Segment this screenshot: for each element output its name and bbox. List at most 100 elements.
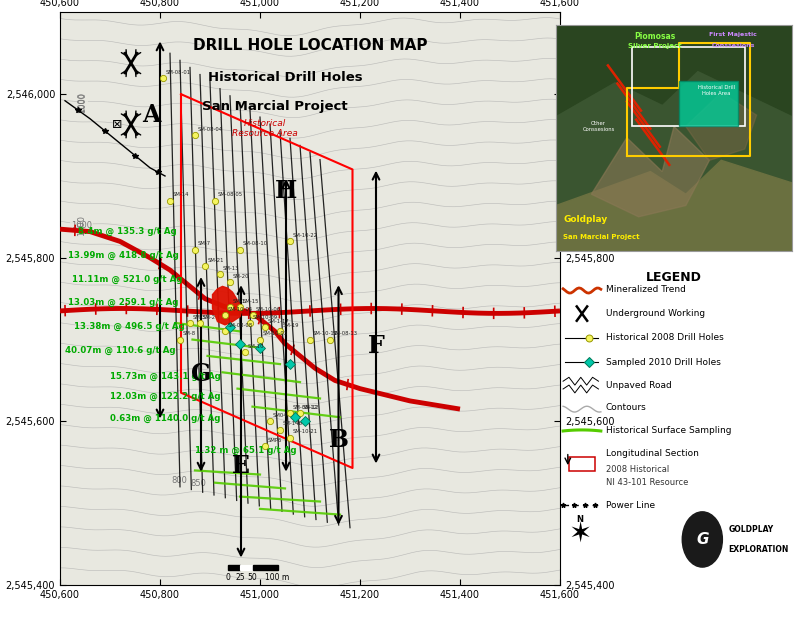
- Text: Underground Working: Underground Working: [606, 309, 705, 318]
- Text: SM-10-03: SM-10-03: [263, 331, 288, 336]
- Text: 2008 Historical: 2008 Historical: [606, 465, 669, 474]
- Text: 40.07m @ 110.6 g/t Ag: 40.07m @ 110.6 g/t Ag: [65, 345, 175, 355]
- Text: SM-8: SM-8: [183, 331, 196, 336]
- Text: H: H: [275, 179, 298, 202]
- Text: Longitudinal Section: Longitudinal Section: [606, 449, 698, 458]
- Text: Mineralized Trend: Mineralized Trend: [606, 285, 686, 294]
- Text: Goldplay: Goldplay: [563, 215, 607, 223]
- Circle shape: [682, 512, 722, 567]
- Text: Historical Drill Holes: Historical Drill Holes: [208, 71, 362, 84]
- Text: SM04: SM04: [273, 413, 288, 418]
- Text: 13.99m @ 418.8 g/t Ag: 13.99m @ 418.8 g/t Ag: [67, 251, 178, 260]
- Text: 1000: 1000: [78, 92, 87, 113]
- Text: SM-2: SM-2: [203, 315, 216, 320]
- Text: San Marcial Project: San Marcial Project: [563, 234, 640, 240]
- Text: SM-1: SM-1: [233, 298, 246, 303]
- Text: A: A: [142, 103, 160, 127]
- Text: 12.03m @ 122.2 g/t Ag: 12.03m @ 122.2 g/t Ag: [110, 392, 221, 401]
- Text: ⊠: ⊠: [112, 118, 122, 131]
- Polygon shape: [556, 25, 792, 115]
- Text: SM-13: SM-13: [223, 266, 239, 271]
- Text: 100 m: 100 m: [266, 573, 290, 582]
- Bar: [253, 565, 278, 570]
- Text: 1000: 1000: [77, 215, 86, 236]
- Text: SM-3: SM-3: [193, 315, 206, 320]
- Text: 8.4m @ 135.3 g/t Ag: 8.4m @ 135.3 g/t Ag: [78, 227, 176, 236]
- Text: Unpaved Road: Unpaved Road: [606, 381, 671, 389]
- Text: SM-08-12: SM-08-12: [293, 405, 318, 410]
- Text: SM-08-10: SM-08-10: [243, 241, 268, 246]
- Text: F: F: [367, 334, 385, 358]
- Text: 13.38m @ 496.5 g/t Ag: 13.38m @ 496.5 g/t Ag: [74, 322, 185, 331]
- Text: G: G: [191, 362, 211, 386]
- Text: Other
Conssesions: Other Conssesions: [582, 121, 614, 132]
- Text: DRILL HOLE LOCATION MAP: DRILL HOLE LOCATION MAP: [193, 38, 427, 53]
- Polygon shape: [213, 287, 242, 325]
- Text: Sampled 2010 Drill Holes: Sampled 2010 Drill Holes: [606, 358, 721, 367]
- Text: SM-14b: SM-14b: [283, 422, 303, 426]
- Text: SM-7: SM-7: [198, 241, 211, 246]
- Polygon shape: [686, 93, 757, 160]
- Text: 13.03m @ 259.1 g/t Ag: 13.03m @ 259.1 g/t Ag: [67, 298, 178, 307]
- Text: 1000: 1000: [77, 92, 86, 113]
- Text: San Marcial Project: San Marcial Project: [202, 100, 348, 113]
- Bar: [240, 565, 253, 570]
- Text: 15.73m @ 143.1 g/t Ag: 15.73m @ 143.1 g/t Ag: [110, 372, 221, 381]
- Text: SM-08-13: SM-08-13: [333, 331, 358, 336]
- Text: SM-21: SM-21: [208, 258, 225, 262]
- Text: 850: 850: [190, 479, 206, 488]
- Polygon shape: [591, 126, 710, 217]
- Text: SM-19: SM-19: [283, 323, 299, 328]
- Polygon shape: [556, 160, 792, 251]
- Text: SM-10-06: SM-10-06: [255, 307, 281, 312]
- Text: Historical 2008 Drill Holes: Historical 2008 Drill Holes: [606, 334, 723, 342]
- Text: 800: 800: [171, 476, 187, 485]
- Text: SM-14: SM-14: [173, 193, 190, 197]
- Text: Contours: Contours: [606, 404, 646, 412]
- Text: E: E: [232, 454, 250, 478]
- Text: SM-10-04: SM-10-04: [228, 307, 253, 312]
- Text: N: N: [576, 516, 583, 524]
- Text: 0.63m @ 1140.0 g/t Ag: 0.63m @ 1140.0 g/t Ag: [110, 414, 220, 423]
- Text: Historical Drill
Holes Area: Historical Drill Holes Area: [698, 85, 735, 96]
- Text: 25: 25: [235, 573, 245, 582]
- Text: SM-20: SM-20: [233, 274, 250, 279]
- Text: SMP6: SMP6: [268, 438, 282, 443]
- Text: ✶: ✶: [568, 521, 591, 548]
- Bar: [631, 47, 745, 126]
- Text: GOLDPLAY: GOLDPLAY: [728, 525, 774, 534]
- Text: SM-10-22: SM-10-22: [293, 233, 318, 238]
- Text: SM-08-01: SM-08-01: [166, 69, 190, 74]
- Text: Historical Surface Sampling: Historical Surface Sampling: [606, 426, 731, 435]
- Text: SM-10: SM-10: [248, 344, 265, 348]
- Text: SM-15: SM-15: [243, 298, 259, 303]
- Text: 50: 50: [248, 573, 258, 582]
- Text: LEGEND: LEGEND: [646, 271, 702, 284]
- Text: SM-08-05: SM-08-05: [218, 193, 243, 197]
- Text: Silver Project: Silver Project: [628, 43, 682, 49]
- Text: 0: 0: [225, 573, 230, 582]
- Text: SM-10-21: SM-10-21: [293, 430, 318, 435]
- Text: Historical
Resource Area: Historical Resource Area: [232, 119, 298, 138]
- Text: SM-1-17: SM-1-17: [268, 319, 290, 324]
- Bar: [227, 565, 240, 570]
- Bar: [569, 457, 595, 471]
- Text: Conssesions: Conssesions: [711, 43, 754, 48]
- Text: SM-12: SM-12: [303, 405, 319, 410]
- Text: SM-10-11: SM-10-11: [313, 331, 338, 336]
- Text: Power Line: Power Line: [606, 501, 654, 510]
- Text: 11.11m @ 521.0 g/t Ag: 11.11m @ 521.0 g/t Ag: [73, 274, 183, 284]
- Text: First Majestic: First Majestic: [709, 32, 757, 37]
- Text: G: G: [696, 532, 709, 547]
- Text: EXPLORATION: EXPLORATION: [728, 545, 789, 554]
- Text: SM-10-09: SM-10-09: [253, 315, 278, 320]
- Text: SM-08-04: SM-08-04: [198, 127, 223, 132]
- Text: Piomosas: Piomosas: [634, 32, 676, 40]
- Text: NI 43-101 Resource: NI 43-101 Resource: [606, 478, 688, 487]
- Text: 1.32 m @ 65.1 g/t Ag: 1.32 m @ 65.1 g/t Ag: [195, 446, 297, 454]
- Text: 1000: 1000: [71, 220, 92, 230]
- Polygon shape: [556, 25, 792, 251]
- Text: SM-08-08: SM-08-08: [228, 323, 253, 328]
- Text: B: B: [329, 428, 349, 452]
- Bar: [678, 81, 738, 126]
